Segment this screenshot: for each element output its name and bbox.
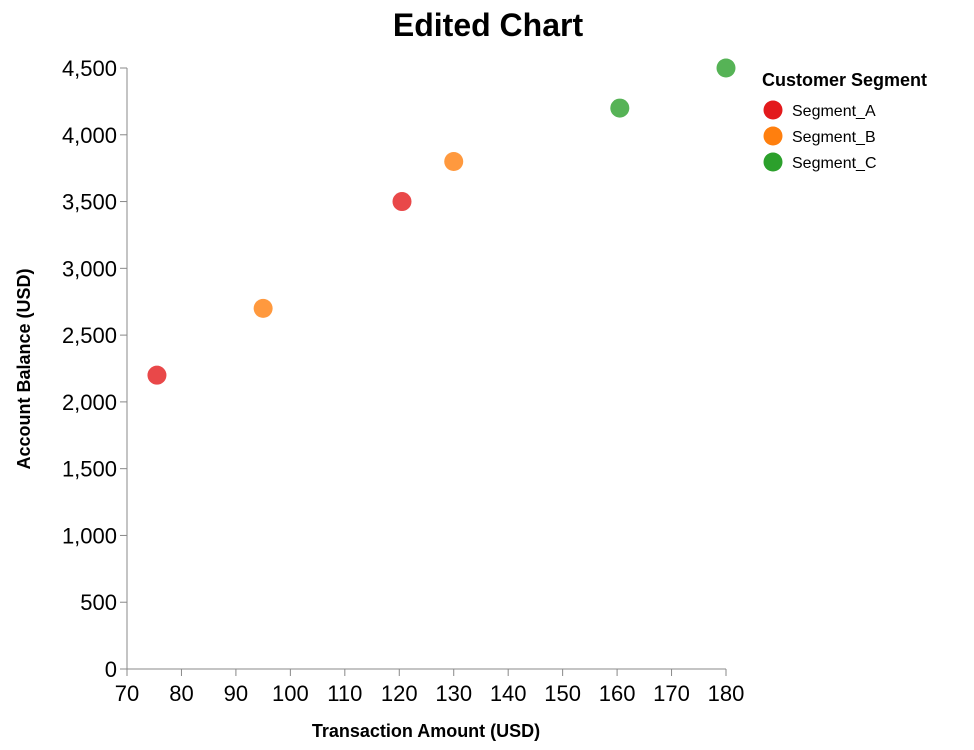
x-tick-label: 150 <box>544 681 581 706</box>
y-axis-title: Account Balance (USD) <box>14 268 34 469</box>
y-tick-label: 0 <box>105 657 117 682</box>
y-tick-label: 2,000 <box>62 390 117 415</box>
legend-swatch <box>763 152 783 172</box>
x-tick-label: 110 <box>327 681 362 706</box>
x-tick-label: 130 <box>435 681 472 706</box>
y-tick-label: 4,000 <box>62 123 117 148</box>
legend-items: Segment_A Segment_B Segment_C <box>763 100 877 172</box>
x-axis-title: Transaction Amount (USD) <box>312 721 540 741</box>
legend-label: Segment_C <box>792 155 877 172</box>
legend-label: Segment_A <box>792 103 876 120</box>
legend: Customer Segment Segment_ASegment_BSegme… <box>762 70 927 172</box>
x-tick-label: 160 <box>599 681 636 706</box>
x-tick-label: 80 <box>169 681 193 706</box>
scatter-point-segment-b <box>253 298 273 318</box>
scatter-point-segment-b <box>444 151 464 171</box>
y-tick-label: 3,000 <box>62 256 117 281</box>
legend-item-segment-a: Segment_A <box>763 100 876 120</box>
x-tick-label: 140 <box>490 681 527 706</box>
legend-label: Segment_B <box>792 129 876 146</box>
chart-title: Edited Chart <box>393 7 584 43</box>
legend-title: Customer Segment <box>762 70 927 90</box>
scatter-point-segment-c <box>610 98 630 118</box>
legend-swatch <box>763 100 783 120</box>
legend-item-segment-c: Segment_C <box>763 152 877 172</box>
y-axis: 0 500 1,000 1,500 2,000 2,500 3,000 3,500 4,000 4… <box>62 56 128 682</box>
y-tick-label: 3,500 <box>62 190 117 215</box>
y-tick-label: 2,500 <box>62 323 117 348</box>
x-tick-label: 120 <box>381 681 418 706</box>
x-tick-label: 170 <box>653 681 690 706</box>
y-tick-label: 1,000 <box>62 523 117 548</box>
scatter-point-segment-a <box>147 365 167 385</box>
x-tick-label: 70 <box>115 681 139 706</box>
scatter-point-segment-a <box>392 192 412 212</box>
scatter-point-segment-c <box>716 58 736 78</box>
x-axis: 70 80 90 100 110 120 130 140 150 160 170 180 <box>115 668 745 706</box>
y-tick-label: 500 <box>80 590 117 615</box>
x-tick-label: 100 <box>272 681 309 706</box>
y-tick-label: 1,500 <box>62 457 117 482</box>
legend-swatch <box>763 126 783 146</box>
x-tick-label: 180 <box>708 681 745 706</box>
data-points <box>147 58 736 385</box>
x-tick-label: 90 <box>224 681 248 706</box>
y-tick-label: 4,500 <box>62 56 117 81</box>
legend-item-segment-b: Segment_B <box>763 126 876 146</box>
